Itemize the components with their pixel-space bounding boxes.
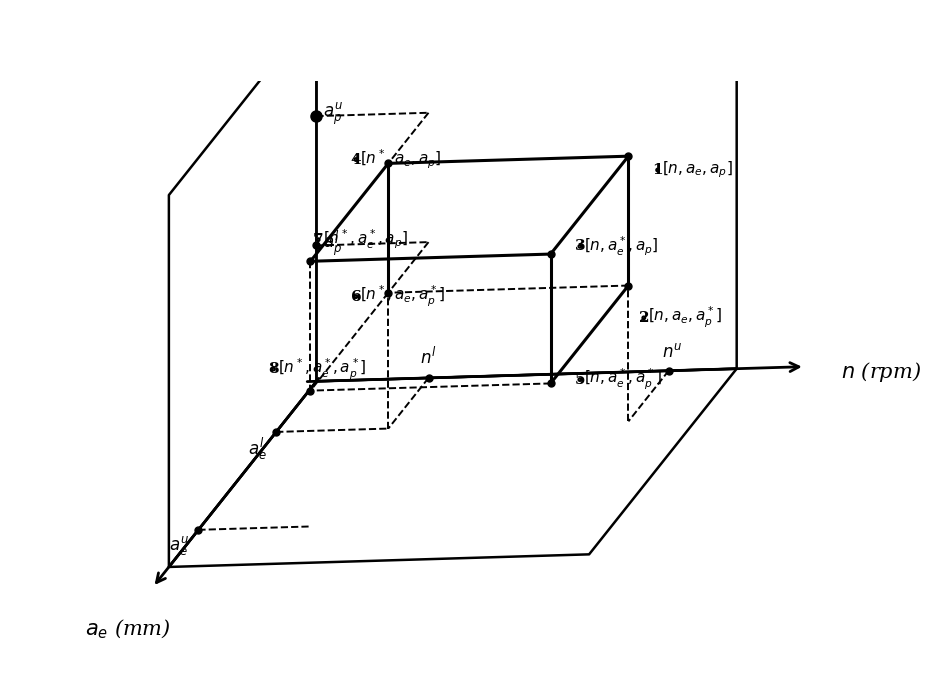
Text: 5: 5 [575, 373, 585, 387]
Text: $[n,a_e^*,a_p^*]$: $[n,a_e^*,a_p^*]$ [584, 367, 662, 392]
Circle shape [354, 158, 357, 161]
Text: $[n^*,a_e,a_p^*]$: $[n^*,a_e,a_p^*]$ [361, 284, 446, 309]
Text: 4: 4 [350, 153, 361, 167]
Text: 6: 6 [350, 290, 361, 304]
Text: $[n^*,a_e^*,a_p]$: $[n^*,a_e^*,a_p]$ [322, 228, 408, 251]
Text: $[n,a_e,a_p]$: $[n,a_e,a_p]$ [662, 160, 733, 180]
Text: $n^l$: $n^l$ [420, 347, 437, 368]
Text: 2: 2 [639, 311, 649, 325]
Text: 1: 1 [653, 163, 663, 177]
Text: $a_p^u$: $a_p^u$ [322, 101, 343, 127]
Text: 8: 8 [268, 362, 279, 376]
Circle shape [642, 317, 645, 319]
Text: $a_p^l$: $a_p^l$ [322, 228, 342, 258]
Text: $[n^*,a_e,a_p]$: $[n^*,a_e,a_p]$ [361, 148, 442, 171]
Text: $a_e$ (mm): $a_e$ (mm) [85, 618, 171, 641]
Text: $n^u$: $n^u$ [662, 343, 683, 360]
Circle shape [354, 295, 357, 298]
Text: $[n,a_e,a_p^*]$: $[n,a_e,a_p^*]$ [648, 305, 723, 331]
Circle shape [317, 238, 319, 241]
Text: $[n,a_e^*,a_p]$: $[n,a_e^*,a_p]$ [584, 235, 658, 258]
Circle shape [657, 169, 659, 171]
Circle shape [272, 368, 275, 371]
Text: $n$ (rpm): $n$ (rpm) [840, 360, 921, 384]
Text: 7: 7 [313, 233, 323, 247]
Text: $[n^*,a_e^*,a_p^*]$: $[n^*,a_e^*,a_p^*]$ [278, 356, 366, 381]
Circle shape [578, 245, 581, 248]
Text: $a_e^u$: $a_e^u$ [170, 534, 189, 557]
Text: $a_e^l$: $a_e^l$ [248, 436, 267, 462]
Circle shape [578, 378, 581, 381]
Text: 3: 3 [575, 240, 585, 253]
